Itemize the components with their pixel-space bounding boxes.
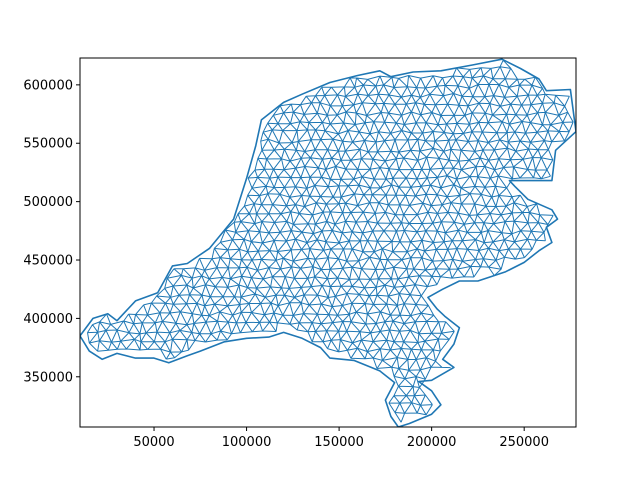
- y-tick-label: 550000: [23, 137, 73, 152]
- x-tick-label: 250000: [499, 435, 549, 450]
- x-tick-label: 150000: [314, 435, 364, 450]
- mesh-layer: [80, 58, 576, 427]
- y-tick-label: 450000: [23, 254, 73, 269]
- plot-frame: [79, 57, 577, 428]
- x-tick-label: 100000: [222, 435, 272, 450]
- x-tick-label: 200000: [407, 435, 457, 450]
- x-axis: 50000 100000 150000 200000 250000: [133, 427, 549, 450]
- mesh-edges: [87, 59, 574, 423]
- x-tick-label: 50000: [133, 435, 174, 450]
- y-axis: 350000 400000 450000 500000 550000 600000: [23, 78, 80, 385]
- y-tick-label: 350000: [23, 370, 73, 385]
- y-tick-label: 400000: [23, 312, 73, 327]
- y-tick-label: 600000: [23, 78, 73, 93]
- mesh-boundary: [80, 58, 576, 427]
- y-tick-label: 500000: [23, 195, 73, 210]
